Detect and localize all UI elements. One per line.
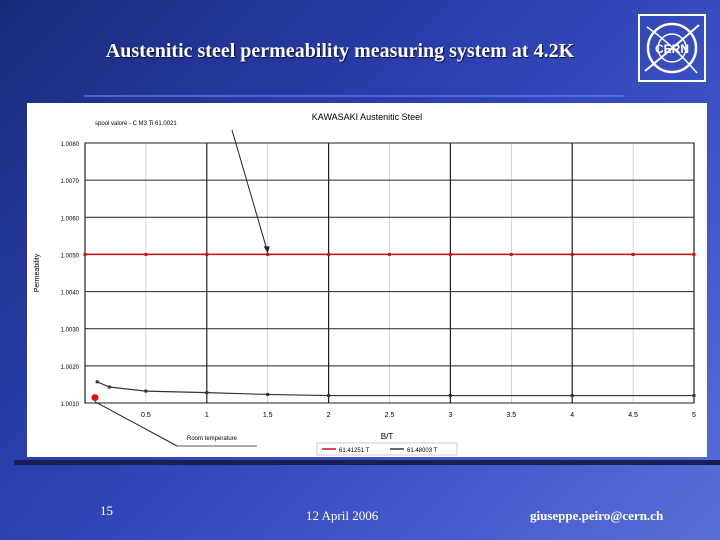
legend-box — [316, 442, 458, 456]
legend-label: 61.48003 T — [407, 448, 438, 454]
data-point — [692, 252, 696, 256]
data-point — [692, 394, 696, 398]
x-tick-label: 1 — [205, 412, 209, 419]
data-point — [448, 394, 452, 398]
data-point — [95, 380, 99, 384]
grid — [84, 142, 695, 404]
data-point — [570, 394, 574, 398]
permeability-chart: KAWASAKI Austenitic Steel 0.5 1 1.5 2 2.5 3 3.… — [34, 112, 696, 456]
y-tick-label: 1.0050 — [61, 253, 80, 259]
chart-panel: KAWASAKI Austenitic Steel 0.5 1 1.5 2 2.5 3 3.… — [27, 103, 707, 457]
y-tick-label: 1.0030 — [61, 328, 80, 334]
y-axis-label: Permeability — [34, 253, 41, 292]
data-point — [327, 252, 331, 256]
title-divider — [84, 95, 624, 97]
data-point — [509, 252, 513, 256]
data-point — [266, 392, 270, 396]
x-tick-label: 5 — [692, 412, 696, 419]
data-point — [448, 252, 452, 256]
plot-frame — [84, 142, 695, 404]
annotations: spool valore - C M3 Ti 61.0021 Room tempe… — [94, 121, 270, 447]
cern-logo-icon: CERN — [638, 14, 706, 82]
x-tick-label: 4 — [570, 412, 574, 419]
data-point — [83, 252, 87, 256]
data-point — [205, 391, 209, 395]
data-point — [388, 252, 391, 256]
annotation-arrow — [94, 401, 178, 447]
data-point — [327, 394, 331, 398]
y-tick-label: 1.0060 — [61, 216, 80, 222]
data-point — [570, 252, 574, 256]
page-number: 15 — [100, 503, 113, 518]
x-tick-label: 3 — [448, 412, 452, 419]
data-point — [631, 252, 635, 256]
axes: 0.5 1 1.5 2 2.5 3 3.5 4 4.5 5 1.0010 1.0020 1.0030 1.… — [61, 142, 696, 419]
data-point — [144, 252, 148, 256]
legend: 61.41251 T 61.48003 T — [316, 442, 458, 456]
presentation-date: 12 April 2006 — [306, 508, 379, 523]
annotation-arrowhead — [263, 246, 270, 254]
author-email: giuseppe.peiro@cern.ch — [530, 508, 664, 523]
x-axis-label: B/T — [381, 432, 394, 441]
start-marker — [91, 394, 99, 402]
y-tick-label: 1.0040 — [61, 291, 80, 297]
data-point — [107, 385, 111, 389]
x-tick-label: 2.5 — [385, 412, 395, 419]
chart-title: KAWASAKI Austenitic Steel — [312, 112, 422, 122]
data-point — [205, 252, 209, 256]
slide-title: Austenitic steel permeability measuring … — [105, 40, 575, 62]
annotation-label: spool valore - C M3 Ti 61.0021 — [95, 121, 177, 127]
annotation-label: Room temperature — [187, 436, 238, 442]
y-tick-label: 1.0010 — [61, 402, 80, 408]
y-tick-label: 1.0020 — [61, 365, 80, 371]
cern-logo-text: CERN — [655, 42, 689, 56]
x-tick-label: 3.5 — [506, 412, 516, 419]
y-tick-label: 1.0080 — [61, 142, 80, 148]
y-tick-label: 1.0070 — [61, 179, 80, 185]
x-tick-label: 4.5 — [628, 412, 638, 419]
x-tick-label: 1.5 — [263, 412, 273, 419]
data-point — [144, 389, 148, 393]
series-line — [96, 381, 694, 397]
data-point — [266, 252, 270, 256]
x-tick-label: 0.5 — [141, 412, 151, 419]
series-lines — [83, 252, 696, 402]
annotation-arrow — [231, 129, 269, 253]
x-tick-label: 2 — [327, 412, 331, 419]
legend-label: 61.41251 T — [339, 448, 370, 454]
footer-divider — [14, 460, 720, 465]
